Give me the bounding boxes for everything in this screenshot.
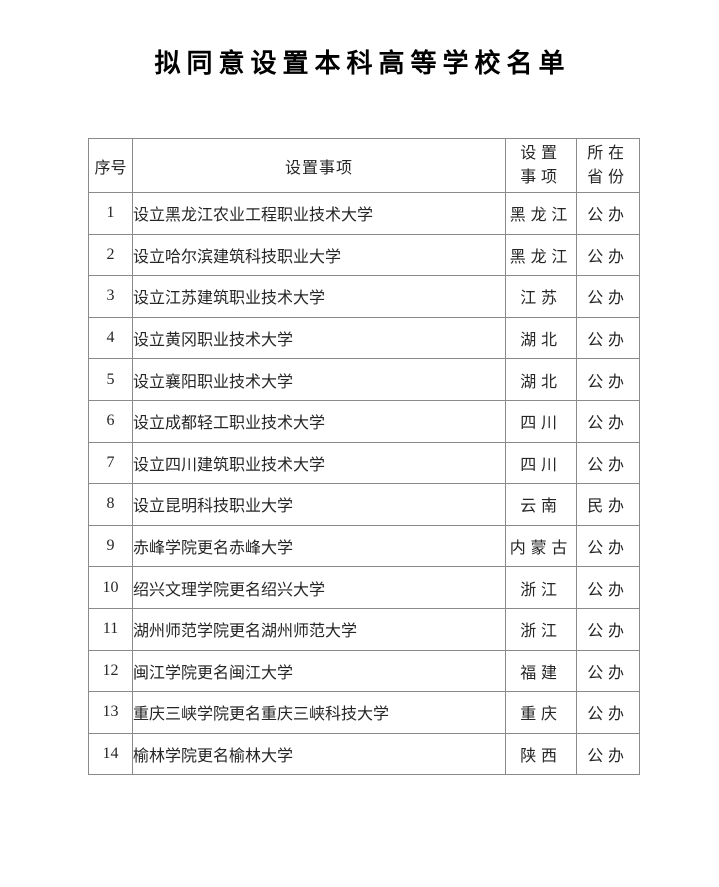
setup-item: 湖州师范学院更名湖州师范大学	[132, 607, 506, 651]
row-number: 14	[88, 732, 133, 776]
school-type: 公办	[576, 399, 640, 443]
school-type: 公办	[576, 358, 640, 401]
table-row: 2 设立哈尔滨建筑科技职业大学 黑龙江 公办	[88, 233, 640, 277]
header-province: 设置 事项	[505, 138, 577, 193]
school-type: 公办	[576, 691, 640, 734]
setup-item: 设立江苏建筑职业技术大学	[132, 275, 506, 318]
school-type: 公办	[576, 524, 640, 568]
page-title: 拟同意设置本科高等学校名单	[154, 49, 571, 78]
school-type: 民办	[576, 483, 640, 526]
province: 江苏	[505, 275, 577, 318]
province: 黑龙江	[505, 233, 577, 277]
setup-item: 赤峰学院更名赤峰大学	[132, 524, 506, 568]
row-number: 11	[88, 607, 133, 651]
table-row: 3 设立江苏建筑职业技术大学 江苏 公办	[88, 275, 640, 318]
table-body: 1 设立黑龙江农业工程职业技术大学 黑龙江 公办 2 设立哈尔滨建筑科技职业大学…	[88, 192, 640, 776]
table-row: 9 赤峰学院更名赤峰大学 内蒙古 公办	[88, 524, 640, 568]
row-number: 8	[88, 483, 133, 526]
province: 浙江	[505, 566, 577, 609]
header-type: 所在 省份	[576, 138, 640, 193]
setup-item: 重庆三峡学院更名重庆三峡科技大学	[132, 691, 506, 734]
table-row: 13 重庆三峡学院更名重庆三峡科技大学 重庆 公办	[88, 691, 640, 734]
school-type: 公办	[576, 233, 640, 277]
setup-item: 设立成都轻工职业技术大学	[132, 399, 506, 443]
school-type: 公办	[576, 566, 640, 609]
row-number: 3	[88, 275, 133, 318]
school-type: 公办	[576, 732, 640, 776]
province: 陕西	[505, 732, 577, 776]
school-type: 公办	[576, 275, 640, 318]
universities-table: 序号 设置事项 设置 事项 所在 省份 1 设立黑龙江农业工程职业技术大学 黑龙…	[88, 138, 640, 776]
school-type: 公办	[576, 607, 640, 651]
setup-item: 闽江学院更名闽江大学	[132, 649, 506, 693]
header-item: 设置事项	[132, 138, 506, 193]
province: 内蒙古	[505, 524, 577, 568]
school-type: 公办	[576, 192, 640, 235]
setup-item: 设立襄阳职业技术大学	[132, 358, 506, 401]
row-number: 13	[88, 691, 133, 734]
table-row: 12 闽江学院更名闽江大学 福建 公办	[88, 649, 640, 693]
province: 云南	[505, 483, 577, 526]
table-row: 6 设立成都轻工职业技术大学 四川 公办	[88, 399, 640, 443]
setup-item: 设立黄冈职业技术大学	[132, 316, 506, 360]
province: 四川	[505, 441, 577, 485]
province: 湖北	[505, 316, 577, 360]
table-row: 14 榆林学院更名榆林大学 陕西 公办	[88, 732, 640, 776]
table-row: 7 设立四川建筑职业技术大学 四川 公办	[88, 441, 640, 485]
table-header: 序号 设置事项 设置 事项 所在 省份	[88, 138, 640, 193]
row-number: 4	[88, 316, 133, 360]
table-row: 4 设立黄冈职业技术大学 湖北 公办	[88, 316, 640, 360]
setup-item: 设立昆明科技职业大学	[132, 483, 506, 526]
school-type: 公办	[576, 441, 640, 485]
row-number: 5	[88, 358, 133, 401]
row-number: 7	[88, 441, 133, 485]
table-row: 8 设立昆明科技职业大学 云南 民办	[88, 483, 640, 526]
province: 重庆	[505, 691, 577, 734]
setup-item: 设立黑龙江农业工程职业技术大学	[132, 192, 506, 235]
row-number: 10	[88, 566, 133, 609]
province: 浙江	[505, 607, 577, 651]
header-row: 序号 设置事项 设置 事项 所在 省份	[88, 138, 640, 193]
row-number: 1	[88, 192, 133, 235]
header-no: 序号	[88, 138, 133, 193]
province: 黑龙江	[505, 192, 577, 235]
table-row: 11 湖州师范学院更名湖州师范大学 浙江 公办	[88, 607, 640, 651]
setup-item: 榆林学院更名榆林大学	[132, 732, 506, 776]
row-number: 2	[88, 233, 133, 277]
province: 湖北	[505, 358, 577, 401]
setup-item: 设立四川建筑职业技术大学	[132, 441, 506, 485]
setup-item: 绍兴文理学院更名绍兴大学	[132, 566, 506, 609]
table-row: 5 设立襄阳职业技术大学 湖北 公办	[88, 358, 640, 401]
province: 福建	[505, 649, 577, 693]
row-number: 12	[88, 649, 133, 693]
row-number: 9	[88, 524, 133, 568]
row-number: 6	[88, 399, 133, 443]
table-row: 10 绍兴文理学院更名绍兴大学 浙江 公办	[88, 566, 640, 609]
table-row: 1 设立黑龙江农业工程职业技术大学 黑龙江 公办	[88, 192, 640, 235]
province: 四川	[505, 399, 577, 443]
school-type: 公办	[576, 649, 640, 693]
setup-item: 设立哈尔滨建筑科技职业大学	[132, 233, 506, 277]
school-type: 公办	[576, 316, 640, 360]
